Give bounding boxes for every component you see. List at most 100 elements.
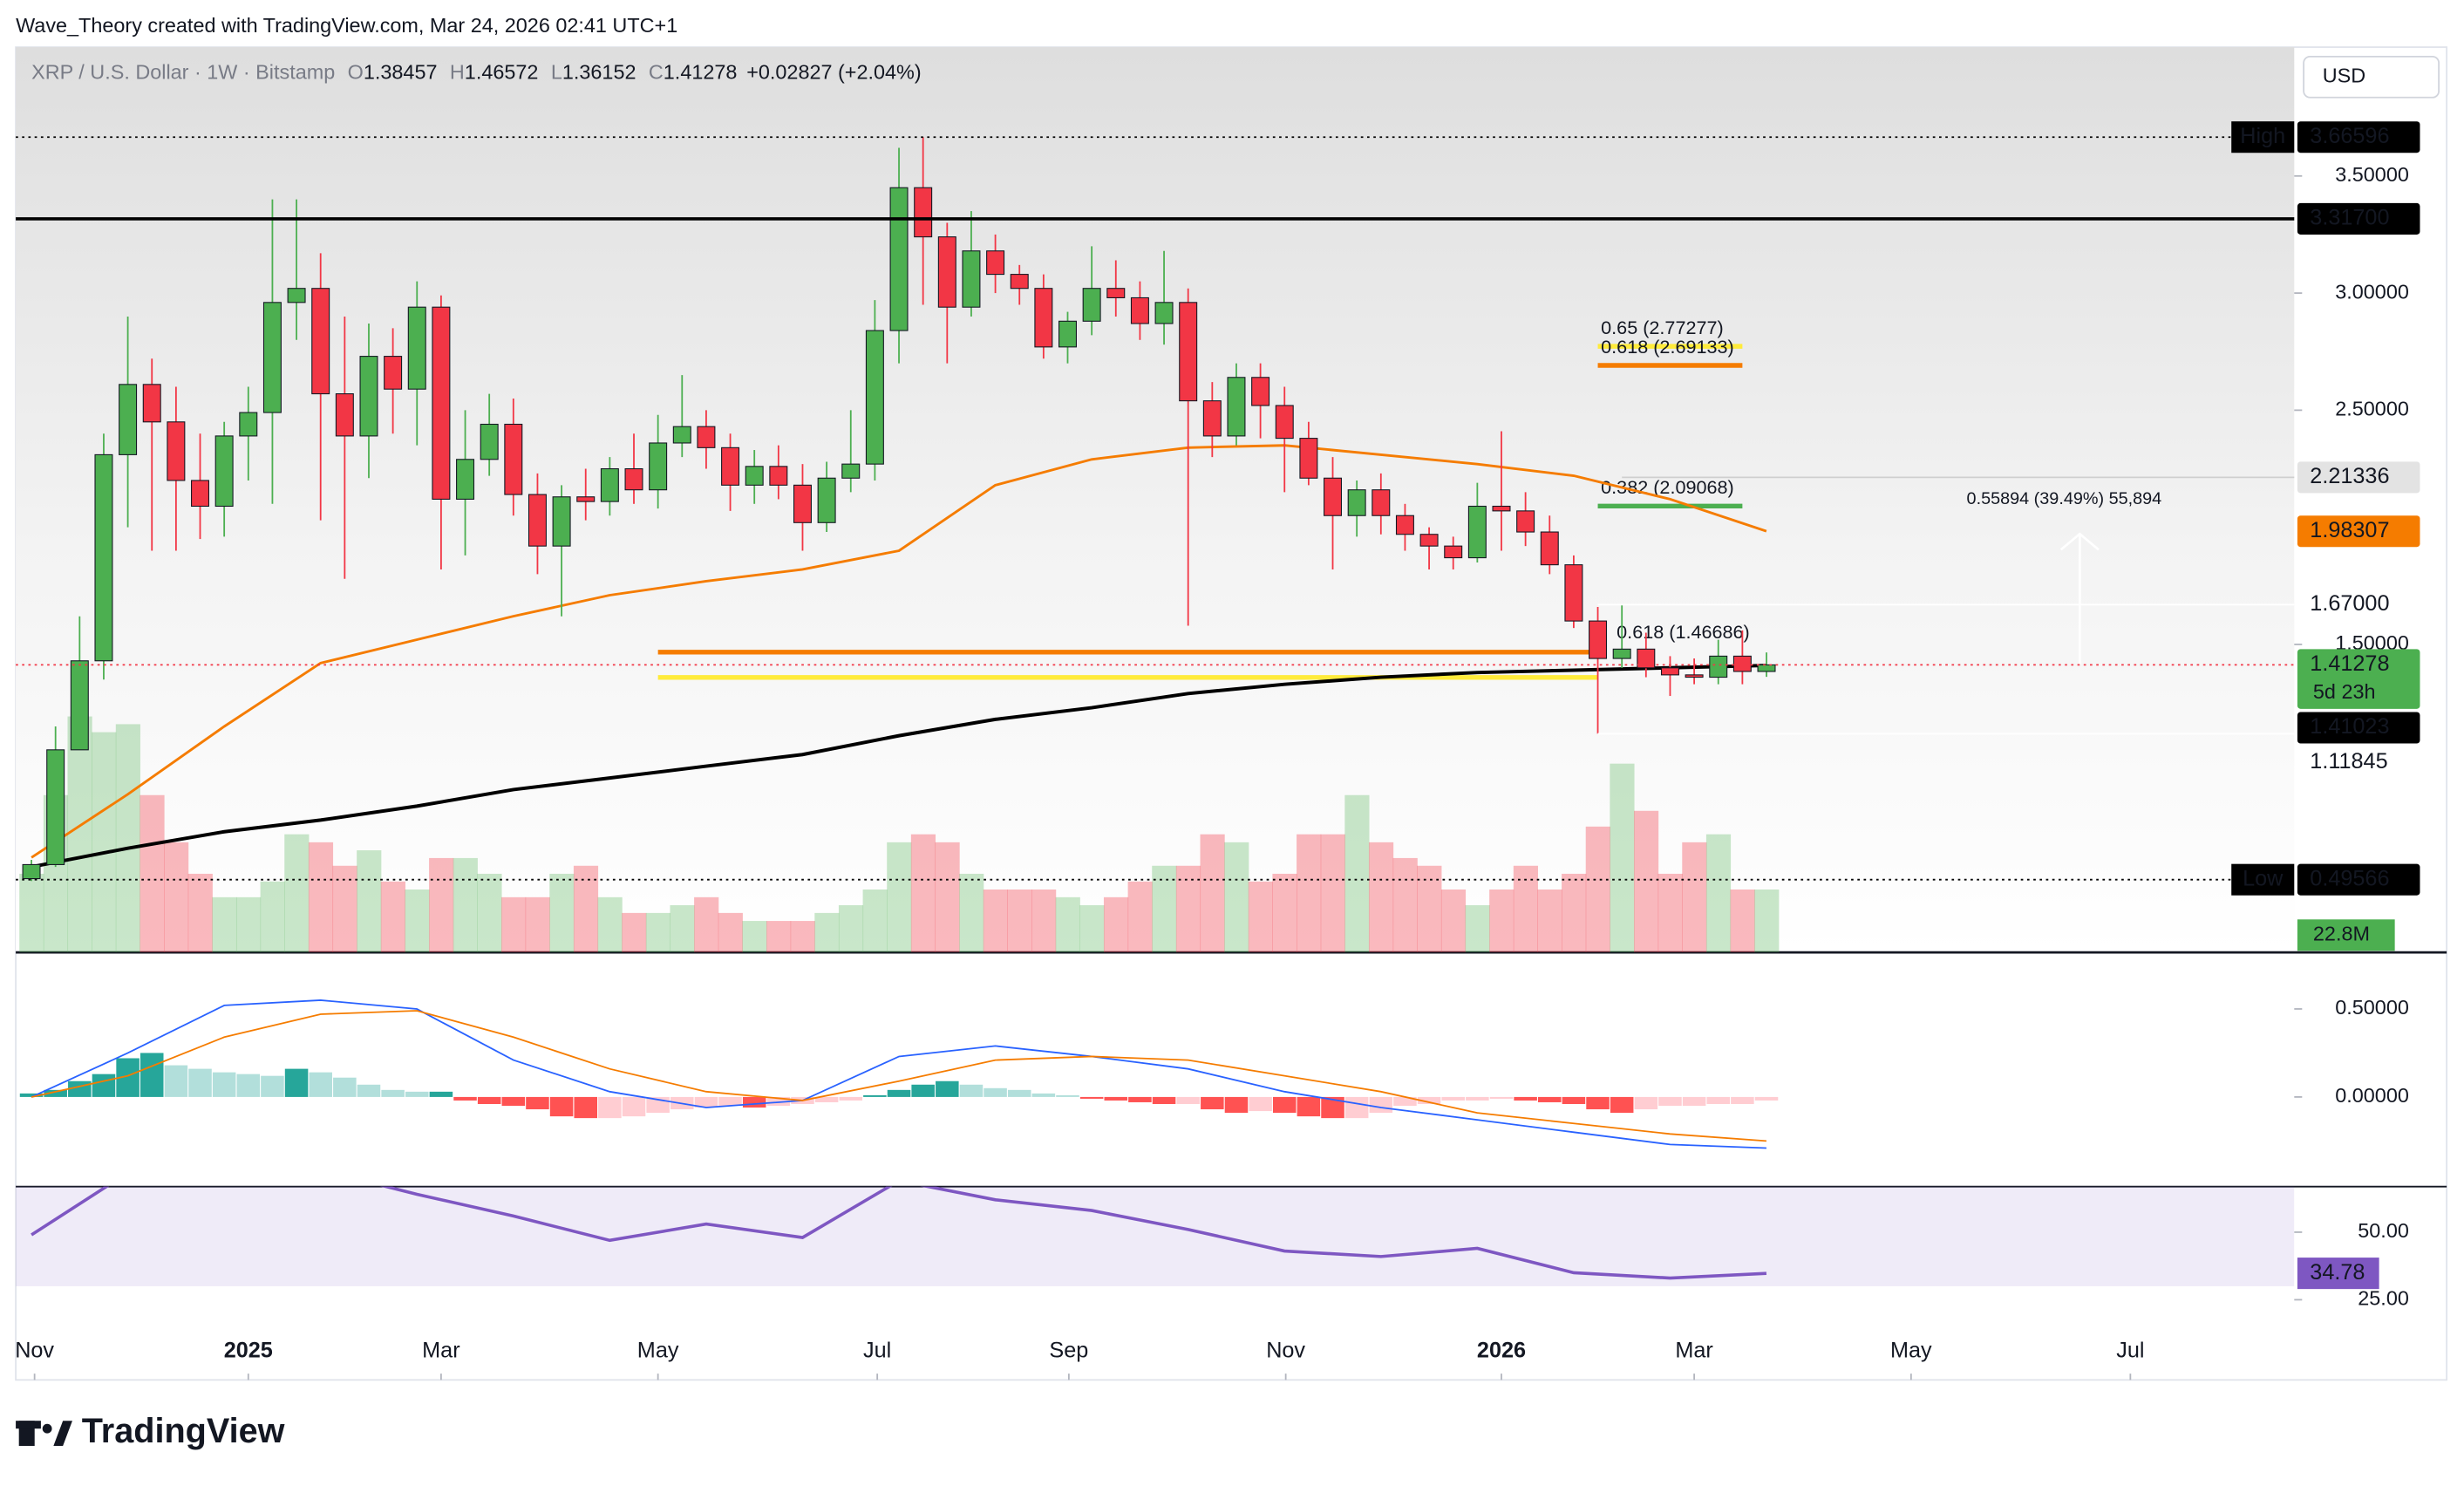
macd-histogram (429, 1091, 453, 1097)
candle-body (1106, 288, 1126, 298)
x-tick-label: 2025 (224, 1339, 273, 1363)
macd-histogram (549, 1096, 574, 1117)
macd-histogram (694, 1096, 718, 1108)
candle-body (167, 421, 186, 481)
volume-bar (477, 873, 502, 953)
price-label-sub: 5d 23h (2313, 680, 2376, 703)
candle-body (1444, 545, 1463, 559)
price-label-bg (2297, 746, 2420, 779)
attribution: Wave_Theory created with TradingView.com… (16, 14, 677, 37)
candle-body (1034, 288, 1053, 348)
measure-label: 0.55894 (39.49%) 55,894 (1967, 489, 2162, 508)
ohlc-prefix: H (450, 61, 465, 84)
macd-histogram (164, 1065, 188, 1097)
macd-histogram (1441, 1096, 1465, 1101)
rsi-tick-label: 25.00 (2358, 1287, 2409, 1310)
price-label: 2.21336 (2310, 464, 2389, 488)
ohlc-prefix: O (348, 61, 364, 84)
macd-line (31, 999, 1766, 1149)
ohlc-value: 1.41278 (664, 61, 738, 84)
macd-histogram (44, 1089, 67, 1097)
volume-bar (814, 912, 840, 953)
volume-bar (1489, 889, 1514, 953)
x-tick-label: May (1890, 1339, 1932, 1363)
macd-histogram (1489, 1096, 1514, 1099)
x-tick-label: Nov (1266, 1339, 1305, 1363)
candle-body (1372, 489, 1391, 516)
macd-histogram (1104, 1096, 1128, 1101)
macd-histogram (1682, 1096, 1706, 1107)
macd-histogram (1658, 1096, 1682, 1107)
volume-bar (164, 842, 189, 953)
macd-histogram (1417, 1096, 1441, 1104)
volume-bar (1513, 865, 1538, 953)
candle-body (456, 459, 475, 500)
volume-bar (1127, 881, 1153, 953)
candle-body (745, 466, 764, 486)
macd-histogram (501, 1096, 526, 1107)
macd-histogram (1514, 1096, 1537, 1101)
candle-body (962, 250, 981, 308)
macd-histogram (284, 1068, 309, 1097)
candle-body (552, 496, 571, 547)
macd-histogram (526, 1096, 549, 1110)
volume-bar (862, 889, 888, 953)
price-label: 1.98307 (2310, 518, 2389, 542)
macd-histogram (1079, 1096, 1104, 1099)
candle-body (94, 453, 113, 662)
logo-mark (16, 1421, 41, 1429)
price-label: 0.49566 (2310, 866, 2389, 890)
change: +0.02827 (+2.04%) (746, 61, 921, 84)
volume-bar (453, 857, 478, 953)
currency-button[interactable] (2303, 55, 2440, 99)
candle-body (1058, 320, 1077, 348)
volume-bar (1657, 873, 1683, 953)
ohlc-value: 1.38457 (364, 61, 438, 84)
macd-histogram (357, 1084, 381, 1097)
candle-body (1685, 674, 1704, 678)
macd-histogram (1369, 1096, 1393, 1114)
volume-bar (1537, 889, 1562, 953)
macd-histogram (1152, 1096, 1176, 1104)
candle-body (1467, 505, 1487, 559)
price-tag: Low (2243, 866, 2284, 890)
volume-bar (1320, 834, 1345, 953)
x-tick-label: Jul (2116, 1339, 2144, 1363)
candle-body (432, 306, 451, 500)
volume-bar (766, 921, 792, 953)
volume-bar (622, 912, 647, 953)
candle-body (1395, 515, 1414, 535)
volume-bar (332, 865, 357, 953)
y-tick-label: 2.50000 (2335, 398, 2409, 420)
price-label: 1.67000 (2310, 591, 2389, 616)
macd-histogram (236, 1074, 261, 1097)
candle-body (1564, 564, 1583, 622)
candle-body (937, 236, 956, 308)
candle-body (889, 187, 909, 331)
candle-body (721, 446, 740, 486)
volume-bar (92, 732, 117, 953)
ohlc-prefix: L (551, 61, 562, 84)
volume-bar (405, 889, 430, 953)
candle-body (1154, 302, 1174, 324)
candle-body (672, 426, 691, 444)
candle-body (841, 463, 861, 479)
candle-body (46, 749, 65, 865)
volume-bar (1297, 834, 1322, 953)
volume-bar (1152, 865, 1177, 953)
macd-histogram (1031, 1093, 1056, 1097)
price-tag-bg (2231, 121, 2295, 153)
ohlc-value: 1.46572 (465, 61, 539, 84)
volume-bar (645, 912, 671, 953)
macd-histogram (1201, 1096, 1224, 1110)
candle-body (384, 356, 403, 390)
volume-bar (910, 834, 936, 953)
volume-bar (1175, 865, 1201, 953)
macd-histogram (261, 1075, 284, 1097)
volume-bar (308, 842, 334, 953)
logo-mark (53, 1421, 72, 1447)
candle-body (1347, 489, 1366, 516)
macd-histogram (188, 1068, 212, 1097)
main-pane (16, 47, 2295, 953)
volume-bar (1754, 889, 1780, 953)
